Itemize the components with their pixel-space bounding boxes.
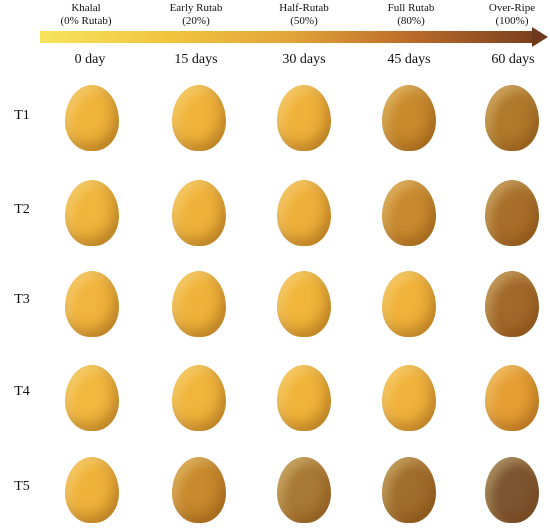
stage-percent: (0% Rutab) bbox=[60, 15, 112, 27]
day-label: 15 days bbox=[174, 52, 218, 67]
date-fruit-t2-3 bbox=[277, 180, 331, 246]
day-label: 30 days bbox=[282, 52, 326, 67]
date-fruit-t2-1 bbox=[65, 180, 119, 246]
row-label-t2: T2 bbox=[14, 202, 30, 217]
stage-name: Early Rutab bbox=[169, 2, 223, 14]
date-fruit-t2-2 bbox=[172, 180, 226, 246]
date-fruit-t1-1 bbox=[65, 85, 119, 151]
stage-name: Khalal bbox=[71, 2, 101, 14]
stage-percent: (80%) bbox=[397, 15, 425, 27]
date-fruit-t4-1 bbox=[65, 365, 119, 431]
date-fruit-t3-2 bbox=[172, 271, 226, 337]
stage-percent: (20%) bbox=[182, 15, 210, 27]
date-fruit-t5-4 bbox=[382, 457, 436, 523]
date-fruit-t4-4 bbox=[382, 365, 436, 431]
date-fruit-t5-3 bbox=[277, 457, 331, 523]
date-fruit-t5-2 bbox=[172, 457, 226, 523]
stage-header: Khalal (0% Rutab) Early Rutab (20%) Half… bbox=[0, 0, 550, 110]
day-label: 60 days bbox=[491, 52, 535, 67]
stage-percent: (100%) bbox=[495, 15, 529, 27]
row-label-t5: T5 bbox=[14, 479, 30, 494]
stage-percent: (50%) bbox=[290, 15, 318, 27]
ripening-arrow bbox=[40, 31, 536, 43]
date-fruit-t2-4 bbox=[382, 180, 436, 246]
date-fruit-t5-1 bbox=[65, 457, 119, 523]
day-label: 45 days bbox=[387, 52, 431, 67]
arrow-head-icon bbox=[532, 27, 548, 47]
date-fruit-t1-4 bbox=[382, 85, 436, 151]
date-fruit-t1-2 bbox=[172, 85, 226, 151]
day-label: 0 day bbox=[74, 52, 106, 67]
date-fruit-t4-3 bbox=[277, 365, 331, 431]
row-label-t4: T4 bbox=[14, 384, 30, 399]
stage-name: Half-Rutab bbox=[279, 2, 329, 14]
stage-name: Full Rutab bbox=[387, 2, 435, 14]
date-fruit-t3-3 bbox=[277, 271, 331, 337]
date-fruit-t2-5 bbox=[485, 180, 539, 246]
stage-name: Over-Ripe bbox=[488, 2, 536, 14]
date-fruit-t1-5 bbox=[485, 85, 539, 151]
row-label-t3: T3 bbox=[14, 292, 30, 307]
date-fruit-t1-3 bbox=[277, 85, 331, 151]
date-fruit-t3-4 bbox=[382, 271, 436, 337]
date-fruit-t3-1 bbox=[65, 271, 119, 337]
date-fruit-t5-5 bbox=[485, 457, 539, 523]
date-fruit-t4-2 bbox=[172, 365, 226, 431]
date-fruit-t4-5 bbox=[485, 365, 539, 431]
row-label-t1: T1 bbox=[14, 108, 30, 123]
date-fruit-t3-5 bbox=[485, 271, 539, 337]
